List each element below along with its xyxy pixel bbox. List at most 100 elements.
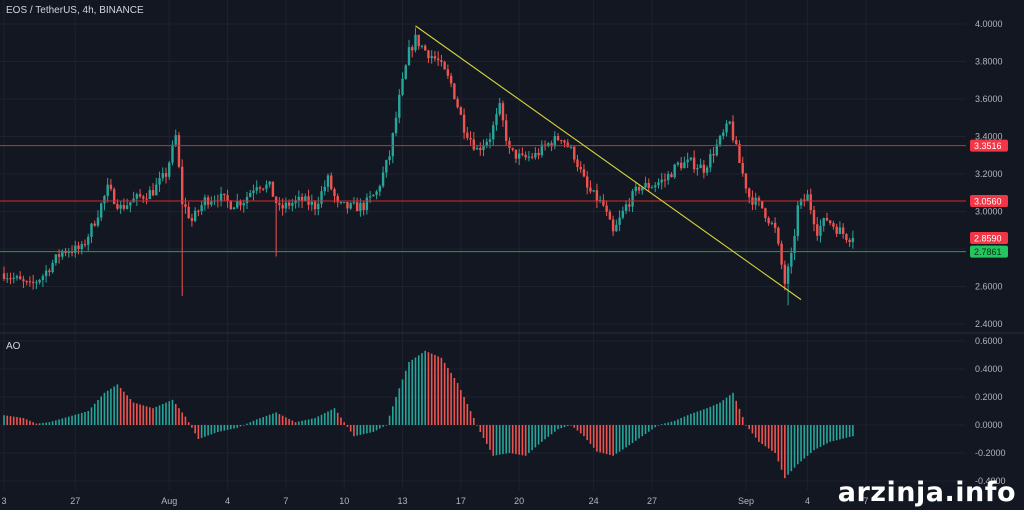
- ao-bar-131: [427, 352, 430, 425]
- candle-body-39: [129, 202, 132, 206]
- candle-body-68: [223, 193, 226, 196]
- ao-bar-110: [359, 425, 362, 435]
- candle-body-40: [132, 198, 135, 203]
- time-axis-tick-7: 17: [456, 496, 466, 506]
- ao-bar-58: [191, 425, 193, 428]
- ao-bar-75: [246, 423, 248, 425]
- ao-bar-8: [29, 420, 31, 425]
- candle-body-211: [686, 159, 689, 163]
- ao-bar-119: [388, 415, 391, 425]
- candle-body-75: [245, 196, 249, 204]
- candle-body-84: [274, 196, 278, 204]
- ao-axis-tick-1: -0.2000: [975, 448, 1006, 458]
- ao-bar-162: [528, 425, 530, 453]
- ao-bar-95: [311, 418, 313, 425]
- candle-body-169: [550, 143, 553, 147]
- ao-bar-68: [223, 425, 226, 431]
- candle-body-163: [530, 156, 534, 158]
- ao-bar-61: [200, 425, 203, 438]
- ao-bar-240: [780, 425, 783, 470]
- ao-bar-262: [852, 425, 854, 437]
- ao-bar-259: [842, 425, 844, 439]
- candle-body-203: [660, 179, 663, 183]
- candle-body-22: [74, 245, 77, 253]
- candle-body-212: [689, 157, 693, 160]
- ao-bar-256: [832, 425, 835, 441]
- candle-body-259: [841, 227, 845, 235]
- candle-body-199: [647, 183, 650, 188]
- ao-bar-184: [599, 425, 601, 453]
- candle-body-138: [449, 75, 453, 84]
- ao-bar-105: [343, 422, 345, 425]
- ao-bar-237: [771, 425, 773, 451]
- candle-body-32: [106, 184, 109, 196]
- candle-body-5: [19, 276, 22, 280]
- ao-bar-20: [68, 416, 70, 425]
- candle-body-226: [735, 140, 738, 145]
- candle-body-173: [563, 140, 566, 143]
- ao-bar-49: [161, 404, 164, 425]
- candle-body-69: [226, 195, 229, 201]
- ao-bar-88: [288, 418, 290, 425]
- ao-bar-113: [369, 425, 371, 433]
- ao-bar-126: [411, 359, 414, 425]
- ao-bar-173: [563, 425, 566, 428]
- candle-body-109: [355, 202, 359, 212]
- ao-bar-176: [573, 425, 576, 428]
- candle-body-90: [294, 200, 297, 204]
- ao-bar-71: [233, 425, 235, 429]
- ao-bar-243: [790, 425, 793, 472]
- candle-body-80: [262, 188, 265, 190]
- candle-body-233: [757, 197, 761, 202]
- candle-body-85: [278, 203, 281, 205]
- candle-body-187: [608, 211, 612, 220]
- ao-bar-187: [609, 425, 611, 455]
- candle-body-249: [809, 194, 812, 211]
- ao-bar-261: [848, 425, 851, 437]
- ao-bar-171: [557, 425, 559, 430]
- ao-bar-205: [667, 422, 669, 425]
- ao-bar-200: [651, 425, 653, 430]
- ao-bar-13: [45, 422, 47, 425]
- ao-bar-34: [113, 386, 115, 425]
- ao-bar-86: [281, 415, 284, 425]
- candle-body-38: [125, 205, 129, 209]
- price-axis-tick-8: 4.0000: [975, 19, 1003, 29]
- candle-body-126: [411, 47, 414, 51]
- candle-body-111: [362, 202, 365, 211]
- ao-bar-182: [592, 425, 595, 448]
- candle-body-104: [339, 202, 343, 204]
- candle-body-206: [670, 174, 673, 178]
- candle-body-176: [573, 146, 576, 160]
- ao-bar-103: [336, 412, 339, 425]
- ao-bar-55: [181, 412, 183, 425]
- ao-bar-128: [417, 355, 420, 425]
- ao-bar-91: [298, 421, 300, 425]
- ao-bar-47: [155, 406, 158, 425]
- candle-body-21: [70, 252, 74, 254]
- ao-bar-25: [84, 411, 86, 425]
- ao-bar-223: [725, 397, 728, 425]
- candle-body-260: [845, 234, 848, 240]
- candle-body-158: [514, 149, 518, 159]
- candle-body-258: [838, 227, 842, 234]
- candle-body-144: [469, 137, 472, 140]
- ao-bar-241: [784, 425, 786, 479]
- ao-bar-107: [349, 425, 352, 432]
- time-axis-tick-4: 7: [283, 496, 288, 506]
- ao-bar-6: [22, 418, 25, 425]
- ao-bar-239: [777, 425, 780, 462]
- candle-body-170: [553, 136, 556, 147]
- ao-bar-60: [197, 425, 200, 439]
- ao-bar-226: [735, 400, 738, 425]
- ao-bar-190: [618, 425, 621, 452]
- candle-body-127: [414, 34, 417, 51]
- candle-body-132: [430, 56, 433, 59]
- ao-bar-16: [55, 420, 57, 425]
- candle-body-151: [492, 125, 495, 140]
- candle-body-133: [433, 56, 437, 59]
- candle-body-48: [158, 178, 161, 185]
- candle-body-35: [116, 203, 119, 209]
- candle-body-229: [744, 173, 748, 189]
